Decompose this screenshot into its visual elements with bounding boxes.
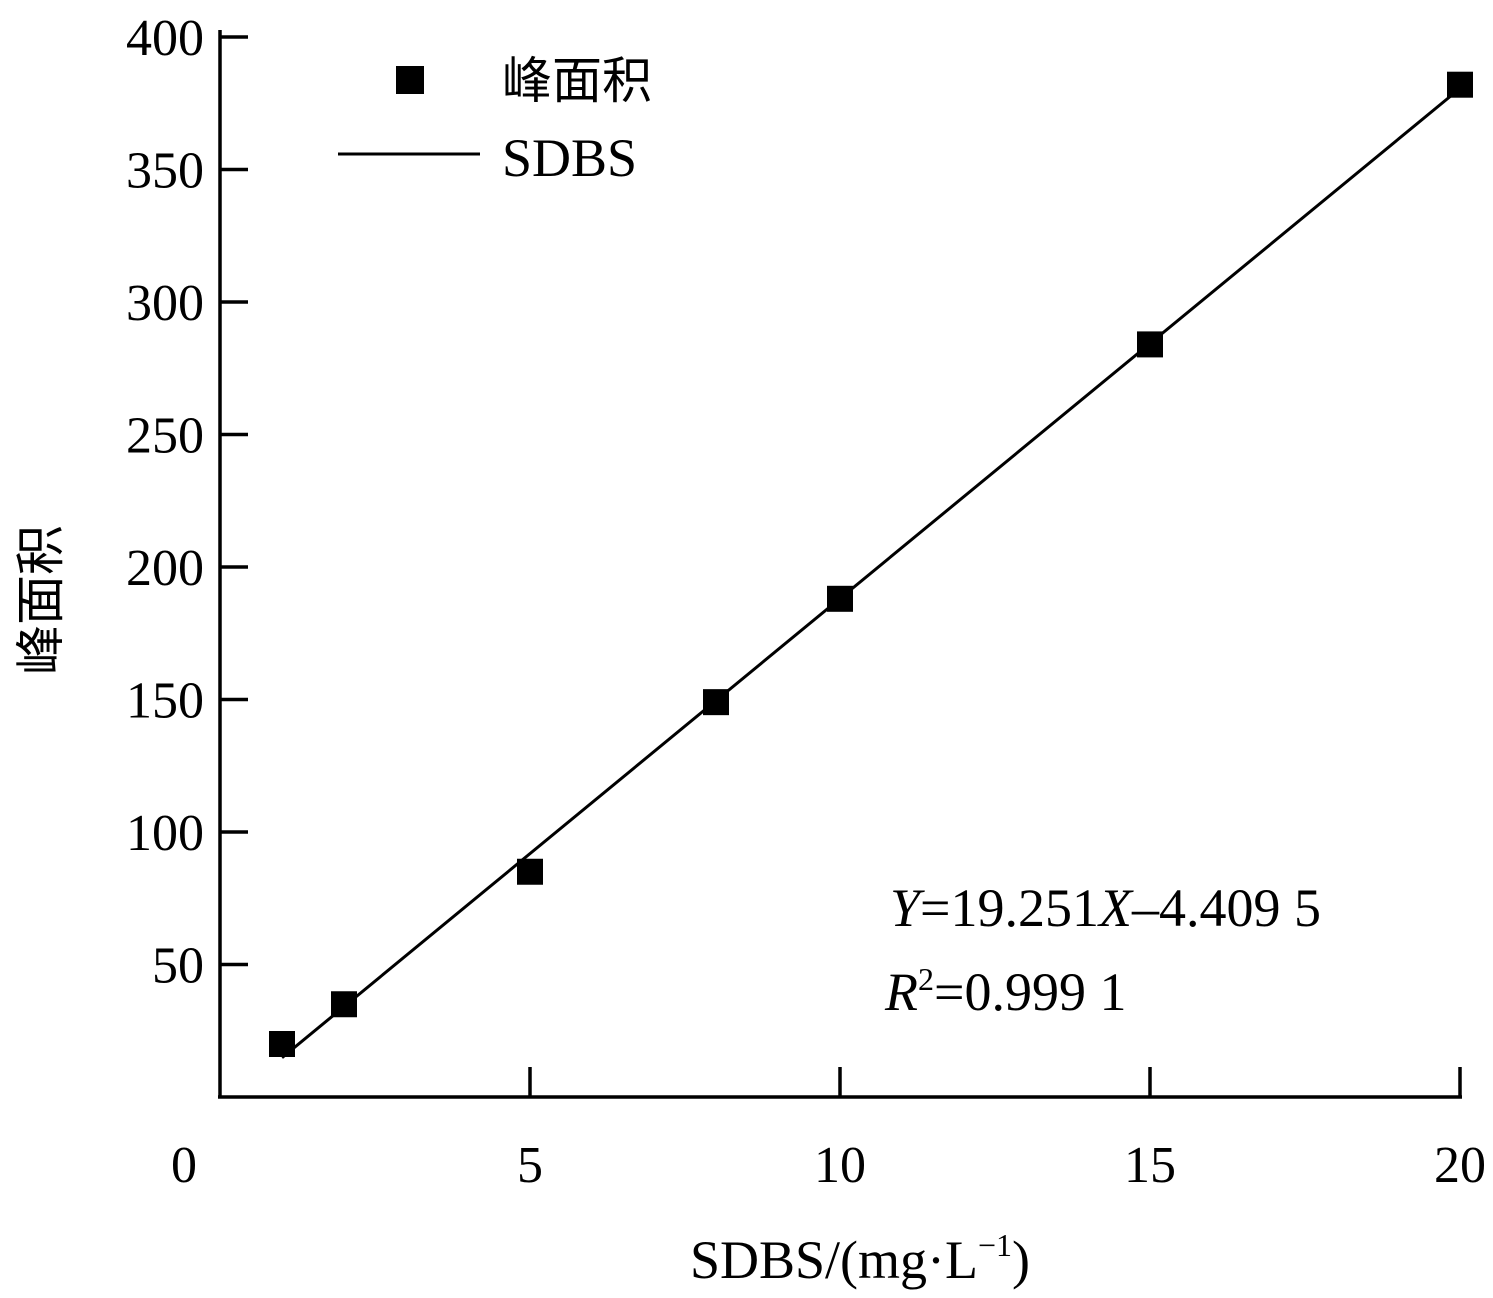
- x-axis-title-main: SDBS/(mg·L: [690, 1230, 978, 1290]
- marker-layer: [269, 71, 1473, 1057]
- x-tick-label: 15: [1124, 1137, 1176, 1194]
- y-tick-label: 50: [152, 938, 204, 995]
- data-point: [827, 585, 853, 612]
- r-squared-value: =0.999 1: [934, 962, 1126, 1022]
- y-tick-label: 150: [126, 673, 204, 730]
- x-tick-label: 5: [517, 1137, 543, 1194]
- data-point: [517, 858, 543, 885]
- equation-part-1: =19.251: [920, 878, 1099, 938]
- data-point: [269, 1031, 295, 1057]
- y-tick-label: 100: [126, 805, 204, 862]
- x-tick-label: 20: [1434, 1137, 1486, 1194]
- y-axis-title: 峰面积: [12, 525, 70, 675]
- r-squared-sup: 2: [918, 961, 934, 997]
- y-ticks: 50 100 150 200 250 300 350 400: [126, 10, 248, 995]
- y-tick-label: 400: [126, 10, 204, 67]
- fit-line-layer: [281, 87, 1461, 1059]
- y-tick-label: 250: [126, 408, 204, 465]
- x-ticks: 0 5 10 15 20: [171, 1067, 1486, 1194]
- data-point: [1137, 331, 1163, 358]
- data-point: [1447, 71, 1473, 98]
- equation-y-var: Y: [890, 878, 925, 938]
- y-tick-label: 300: [126, 275, 204, 332]
- legend: 峰面积 SDBS: [338, 52, 652, 188]
- legend-scatter-marker: [396, 66, 424, 94]
- regression-line: [281, 87, 1461, 1059]
- legend-line-label: SDBS: [502, 128, 637, 188]
- x-tick-label: 10: [814, 1137, 866, 1194]
- y-tick-label: 350: [126, 143, 204, 200]
- x-axis-title-close: ): [1012, 1230, 1030, 1290]
- x-tick-label: 0: [171, 1137, 197, 1194]
- y-tick-label: 200: [126, 540, 204, 597]
- regression-annotation: Y=19.251X–4.409 5 R2=0.999 1: [884, 878, 1321, 1022]
- x-axis-title: SDBS/(mg·L−1): [690, 1227, 1030, 1290]
- equation-x-var: X: [1097, 878, 1134, 938]
- equation-part-2: –4.409 5: [1131, 878, 1321, 938]
- equation-text: Y=19.251X–4.409 5: [890, 878, 1321, 938]
- legend-scatter-label: 峰面积: [502, 52, 652, 110]
- r-squared-text: R2=0.999 1: [884, 961, 1126, 1022]
- data-point: [703, 689, 729, 716]
- data-point: [331, 991, 357, 1018]
- r-squared-var: R: [884, 962, 918, 1022]
- x-axis-title-sup: −1: [978, 1227, 1012, 1263]
